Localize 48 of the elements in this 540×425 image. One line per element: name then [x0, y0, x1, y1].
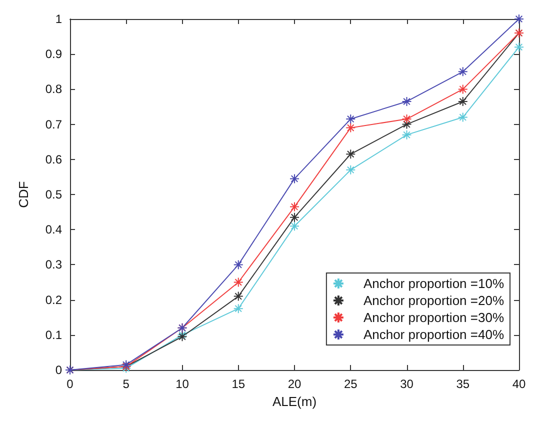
y-tick-label: 0.1: [45, 328, 62, 342]
legend-label: Anchor proportion =10%: [363, 276, 504, 291]
point: [402, 114, 412, 124]
point: [458, 112, 468, 122]
legend-label: Anchor proportion =30%: [363, 310, 504, 325]
y-tick-label: 0: [55, 363, 62, 377]
point: [402, 96, 412, 106]
y-tick-label: 0.5: [45, 188, 62, 202]
y-tick-label: 0.7: [45, 117, 62, 132]
y-tick-label: 1: [55, 12, 62, 26]
y-tick-label: 0.3: [45, 258, 62, 272]
point: [290, 221, 300, 232]
point: [346, 114, 356, 124]
point: [458, 96, 468, 106]
x-tick-label: 5: [122, 377, 130, 391]
point: [233, 260, 244, 270]
y-tick-label: 0.2: [45, 292, 62, 307]
legend-label: Anchor proportion =20%: [363, 293, 504, 308]
x-tick-label: 30: [400, 377, 414, 391]
x-tick-label: 10: [176, 377, 190, 391]
point: [402, 130, 412, 140]
y-tick-label: 0.8: [45, 82, 62, 96]
y-tick-label: 0.4: [45, 222, 62, 237]
point: [233, 291, 244, 302]
x-tick-label: 20: [288, 377, 302, 391]
point: [514, 14, 524, 24]
x-axis-title: ALE(m): [272, 394, 317, 409]
point: [458, 84, 468, 94]
point: [514, 42, 524, 52]
y-tick-label: 0.9: [45, 47, 62, 62]
legend-label: Anchor proportion =40%: [363, 327, 504, 342]
y-tick-label: 0.6: [45, 152, 62, 166]
point: [233, 277, 244, 288]
point: [402, 119, 412, 130]
point: [290, 202, 300, 212]
x-tick-label: 0: [66, 377, 74, 391]
x-tick-label: 40: [512, 377, 526, 391]
point: [290, 212, 300, 222]
point: [346, 122, 356, 133]
x-tick-label: 15: [232, 377, 246, 391]
point: [458, 66, 468, 77]
point: [346, 149, 356, 160]
x-tick-label: 35: [456, 377, 470, 391]
point: [290, 174, 300, 184]
point: [233, 304, 244, 314]
point: [346, 164, 356, 175]
y-axis-title: CDF: [16, 181, 31, 208]
x-tick-label: 25: [344, 377, 358, 391]
